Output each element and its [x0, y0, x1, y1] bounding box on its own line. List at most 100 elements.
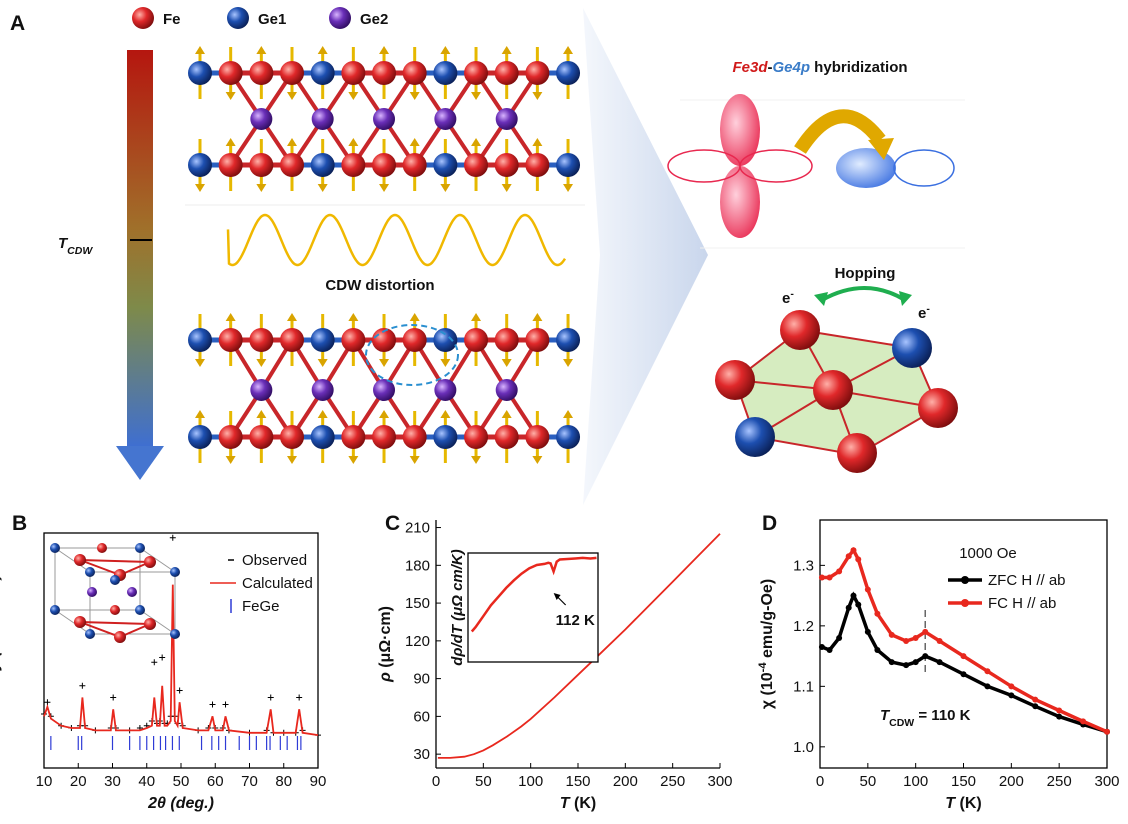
atom	[219, 328, 243, 352]
displacement-head	[563, 184, 573, 192]
atom	[219, 153, 243, 177]
atom	[837, 433, 877, 473]
y-tick-label: 1.3	[793, 557, 814, 574]
orbital-lobe	[836, 148, 896, 188]
atom	[372, 425, 396, 449]
displacement-head	[226, 456, 236, 464]
displacement-head	[348, 92, 358, 100]
data-point	[1104, 729, 1110, 735]
tcdw-label: TCDW	[58, 235, 93, 257]
displacement-head	[379, 184, 389, 192]
atom	[311, 328, 335, 352]
y-axis-label-part: χ (10	[759, 672, 776, 709]
displacement-head	[532, 456, 542, 464]
atom	[373, 108, 395, 130]
atom	[715, 360, 755, 400]
atom	[280, 425, 304, 449]
atom	[403, 328, 427, 352]
data-point	[1032, 697, 1038, 703]
legend-label: ZFC H // ab	[988, 572, 1066, 589]
transition-chevron	[583, 8, 708, 505]
atom	[403, 153, 427, 177]
displacement-head	[502, 359, 512, 367]
atom	[188, 153, 212, 177]
cdw-wave	[228, 215, 565, 265]
displacement-head	[532, 92, 542, 100]
x-tick-label: 10	[36, 773, 53, 790]
atom	[135, 605, 145, 615]
atom	[495, 425, 519, 449]
x-tick-label: 250	[1047, 773, 1072, 790]
atom	[433, 425, 457, 449]
atom	[74, 554, 86, 566]
data-point	[984, 683, 990, 689]
electron-label-part: e	[782, 290, 790, 307]
atom	[280, 328, 304, 352]
atom	[312, 108, 334, 130]
electron-label-part: -	[926, 303, 930, 315]
atom	[188, 425, 212, 449]
legend-label: FC H // ab	[988, 595, 1056, 612]
x-axis-label: T (K)	[560, 795, 596, 812]
atom	[892, 328, 932, 368]
y-tick-label: 150	[405, 595, 430, 612]
displacement-head	[348, 313, 358, 321]
atom	[495, 61, 519, 85]
atom	[918, 388, 958, 428]
displacement-head	[379, 410, 389, 418]
displacement-head	[226, 138, 236, 146]
displacement-head	[440, 410, 450, 418]
atom	[144, 618, 156, 630]
orbital-lobe	[720, 166, 760, 238]
data-point	[850, 593, 856, 599]
y-tick-label: 210	[405, 520, 430, 537]
x-tick-label: 0	[432, 773, 440, 790]
y-tick-label: 90	[413, 671, 430, 688]
electron-label: e-	[918, 303, 930, 322]
y-axis-label-part: ρ	[377, 672, 394, 683]
displacement-head	[502, 410, 512, 418]
x-tick-label: 200	[999, 773, 1024, 790]
legend-label: Calculated	[242, 575, 313, 592]
displacement-head	[471, 138, 481, 146]
atom	[525, 153, 549, 177]
y-axis-label: χ (10-4 emu/g-Oe)	[757, 579, 776, 709]
data-point	[913, 635, 919, 641]
atom	[50, 605, 60, 615]
atom	[434, 379, 456, 401]
displacement-head	[195, 184, 205, 192]
atom	[110, 605, 120, 615]
atom	[341, 61, 365, 85]
atom	[132, 7, 154, 29]
displacement-head	[256, 184, 266, 192]
x-tick-label: 250	[660, 773, 685, 790]
atom	[433, 153, 457, 177]
displacement-head	[563, 359, 573, 367]
atom	[495, 153, 519, 177]
displacement-head	[410, 456, 420, 464]
atom	[280, 153, 304, 177]
legend-label: Observed	[242, 552, 307, 569]
atom	[188, 61, 212, 85]
data-point	[937, 659, 943, 665]
x-tick-label: 0	[816, 773, 824, 790]
atom	[496, 379, 518, 401]
atom	[464, 153, 488, 177]
y-tick-label: 120	[405, 633, 430, 650]
atom	[135, 543, 145, 553]
data-point	[865, 587, 871, 593]
x-tick-label: 300	[1094, 773, 1119, 790]
x-axis-label-part: (K)	[955, 795, 982, 812]
displacement-head	[195, 410, 205, 418]
data-point	[1056, 708, 1062, 714]
legend-label: Ge1	[258, 11, 286, 28]
orbital-lobe	[740, 150, 812, 182]
hopping-arrow	[822, 288, 905, 300]
data-point	[819, 574, 825, 580]
atom	[403, 61, 427, 85]
x-tick-label: 20	[70, 773, 87, 790]
y-axis-label-part: dρ/dT (μΩ cm/K)	[449, 549, 466, 666]
atom	[249, 153, 273, 177]
data-point	[836, 635, 842, 641]
atom	[403, 425, 427, 449]
